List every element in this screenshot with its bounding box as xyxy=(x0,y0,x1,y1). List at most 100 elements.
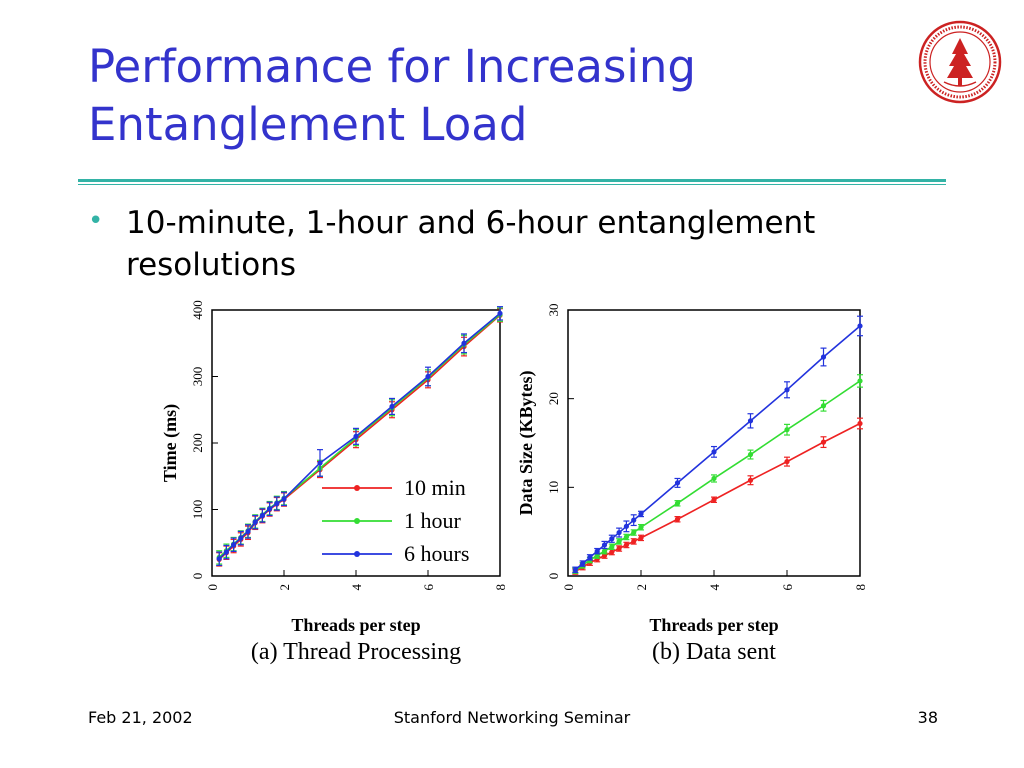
data-point xyxy=(784,427,790,433)
x-tick-label: 2 xyxy=(277,584,292,591)
y-tick-label: 300 xyxy=(190,367,205,387)
x-tick-label: 6 xyxy=(421,584,436,591)
x-axis-label: Threads per step xyxy=(291,615,420,635)
stanford-university-seal-icon xyxy=(918,20,1002,104)
data-point xyxy=(609,536,615,542)
data-point xyxy=(711,475,717,482)
series-line xyxy=(218,312,501,560)
data-point xyxy=(594,548,600,554)
data-point xyxy=(572,567,578,573)
y-tick-label: 10 xyxy=(546,481,561,494)
series-6-hours xyxy=(216,306,503,566)
data-point xyxy=(820,354,827,360)
data-point xyxy=(631,538,637,545)
slide-title: Performance for Increasing Entanglement … xyxy=(88,38,888,154)
slide-title-line-1: Performance for Increasing xyxy=(88,40,696,93)
data-point xyxy=(587,554,593,560)
footer-date: Feb 21, 2002 xyxy=(88,708,193,727)
data-point xyxy=(857,420,863,427)
legend: 10 min 1 hour 6 hours xyxy=(322,475,469,566)
footer-title: Stanford Networking Seminar xyxy=(393,708,631,727)
x-tick-label: 0 xyxy=(561,584,576,591)
legend-label: 1 hour xyxy=(404,508,462,533)
data-point xyxy=(784,387,790,393)
data-point xyxy=(857,378,863,384)
data-point xyxy=(461,340,467,346)
data-point xyxy=(353,433,359,439)
data-point xyxy=(223,549,229,555)
x-tick-label: 2 xyxy=(634,584,649,591)
data-point xyxy=(820,403,827,409)
y-tick-label: 30 xyxy=(546,304,561,317)
data-point xyxy=(638,511,644,517)
legend-marker xyxy=(354,485,360,491)
chart-1: 0 2 4 6 8 0 100 200 300 400 Threads per step Time (… xyxy=(160,300,508,665)
slide-title-line-2: Entanglement Load xyxy=(88,98,528,151)
y-tick-label: 20 xyxy=(546,392,561,405)
data-point xyxy=(784,459,790,465)
x-tick-label: 8 xyxy=(853,584,868,591)
data-point xyxy=(623,542,629,548)
data-point xyxy=(638,524,644,530)
data-point xyxy=(317,460,323,466)
data-point xyxy=(616,529,622,536)
legend-marker xyxy=(354,551,360,557)
data-point xyxy=(616,545,622,552)
data-point xyxy=(638,535,644,541)
data-point xyxy=(601,548,608,554)
data-point xyxy=(389,403,395,410)
data-point xyxy=(674,500,681,506)
data-point xyxy=(609,549,615,555)
data-point xyxy=(747,477,754,483)
data-point xyxy=(631,517,637,523)
series-line xyxy=(574,422,861,573)
bullet-text: 10-minute, 1-hour and 6-hour entanglemen… xyxy=(126,205,816,283)
data-point xyxy=(252,519,258,525)
x-tick-label: 6 xyxy=(780,584,795,591)
data-point xyxy=(238,535,244,541)
series-line xyxy=(574,325,861,571)
title-divider-thin xyxy=(78,184,946,185)
chart-2: 0 2 4 6 8 0 10 20 30 Threads per step Data Size (K… xyxy=(516,304,868,666)
data-point xyxy=(674,516,681,522)
y-tick-label: 200 xyxy=(190,433,205,453)
footer-page-number: 38 xyxy=(917,708,938,727)
data-point xyxy=(245,528,251,535)
data-point xyxy=(497,310,503,316)
data-point xyxy=(259,512,265,519)
data-point xyxy=(747,418,754,424)
data-point xyxy=(425,373,431,380)
data-point xyxy=(601,542,608,548)
legend-label: 6 hours xyxy=(404,541,469,566)
series-10-min xyxy=(572,417,863,575)
data-point xyxy=(231,542,237,548)
data-point xyxy=(281,496,287,502)
x-tick-label: 8 xyxy=(493,584,508,591)
x-tick-label: 4 xyxy=(349,584,364,591)
x-tick-label: 4 xyxy=(707,584,722,591)
y-tick-label: 0 xyxy=(190,573,205,580)
data-point xyxy=(580,560,586,567)
title-divider-thick xyxy=(78,179,946,182)
data-point xyxy=(274,500,280,507)
data-point xyxy=(747,451,754,458)
y-tick-label: 100 xyxy=(190,500,205,520)
legend-label: 10 min xyxy=(404,475,466,500)
chart-caption: (a) Thread Processing xyxy=(251,639,461,665)
bullet-dot-icon: • xyxy=(88,206,104,236)
x-axis-label: Threads per step xyxy=(649,615,778,635)
data-point xyxy=(623,534,629,540)
series-1-hour xyxy=(572,374,863,574)
x-tick-label: 0 xyxy=(205,584,220,591)
y-axis-label: Data Size (KBytes) xyxy=(516,371,537,516)
data-point xyxy=(820,439,827,445)
data-point xyxy=(616,538,622,545)
series-6-hours xyxy=(572,315,863,574)
data-point xyxy=(711,449,717,455)
data-point xyxy=(267,506,273,512)
data-point xyxy=(674,480,681,486)
series-line xyxy=(574,380,861,572)
data-point xyxy=(857,323,863,329)
chart-caption: (b) Data sent xyxy=(652,639,776,665)
